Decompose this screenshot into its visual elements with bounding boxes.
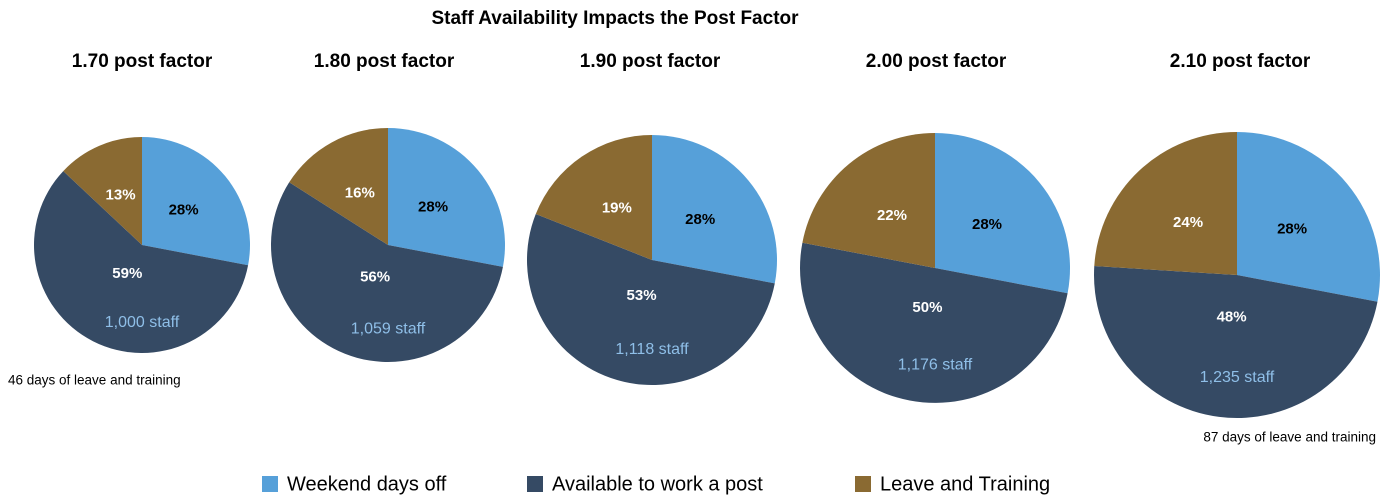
pie-slice xyxy=(527,213,775,386)
pie-title: 1.90 post factor xyxy=(580,51,721,72)
staff-label: 1,118 staff xyxy=(615,341,689,358)
pie-title: 2.10 post factor xyxy=(1170,51,1311,72)
legend-swatch xyxy=(527,476,543,492)
slice-label: 28% xyxy=(1277,220,1307,237)
slice-label: 56% xyxy=(360,269,390,286)
slice-label: 22% xyxy=(877,207,907,224)
staff-label: 1,000 staff xyxy=(105,314,180,331)
slice-label: 48% xyxy=(1217,309,1247,326)
slice-label: 50% xyxy=(912,299,942,316)
pie-slice xyxy=(535,135,652,260)
pie-title: 1.80 post factor xyxy=(314,51,455,72)
pie-slice xyxy=(1094,266,1378,418)
pie-note: 87 days of leave and training xyxy=(1203,430,1376,445)
chart-title: Staff Availability Impacts the Post Fact… xyxy=(431,8,799,29)
slice-label: 53% xyxy=(627,287,657,304)
legend-swatch xyxy=(855,476,871,492)
pie-slice xyxy=(33,171,249,354)
pie-slice xyxy=(935,133,1070,294)
slice-label: 16% xyxy=(345,185,375,202)
legend-label: Available to work a post xyxy=(552,473,763,495)
pie-slice xyxy=(802,133,935,268)
slice-label: 59% xyxy=(112,265,142,282)
pie-slice xyxy=(142,137,250,266)
pie-slice xyxy=(800,242,1068,403)
pie-slice xyxy=(289,128,388,245)
legend-label: Weekend days off xyxy=(287,473,447,495)
legend-swatch xyxy=(262,476,278,492)
slice-label: 28% xyxy=(685,211,715,228)
slice-label: 19% xyxy=(602,199,632,216)
pie-note: 46 days of leave and training xyxy=(8,373,181,388)
staff-label: 1,059 staff xyxy=(351,320,426,337)
pie-slice xyxy=(1237,132,1380,302)
slice-label: 28% xyxy=(972,216,1002,233)
staff-label: 1,235 staff xyxy=(1200,369,1275,386)
staff-label: 1,176 staff xyxy=(898,356,973,373)
pie-title: 2.00 post factor xyxy=(866,51,1007,72)
slice-label: 28% xyxy=(169,202,199,219)
pie-slice xyxy=(652,135,777,284)
pie-slice xyxy=(63,137,142,245)
pie-slice xyxy=(271,182,503,362)
legend-label: Leave and Training xyxy=(880,473,1050,495)
slice-label: 13% xyxy=(106,186,136,203)
slice-label: 24% xyxy=(1173,214,1203,231)
pie-title: 1.70 post factor xyxy=(72,51,213,72)
slice-label: 28% xyxy=(418,199,448,216)
pie-slice xyxy=(1094,132,1237,275)
pie-slice xyxy=(388,128,506,267)
